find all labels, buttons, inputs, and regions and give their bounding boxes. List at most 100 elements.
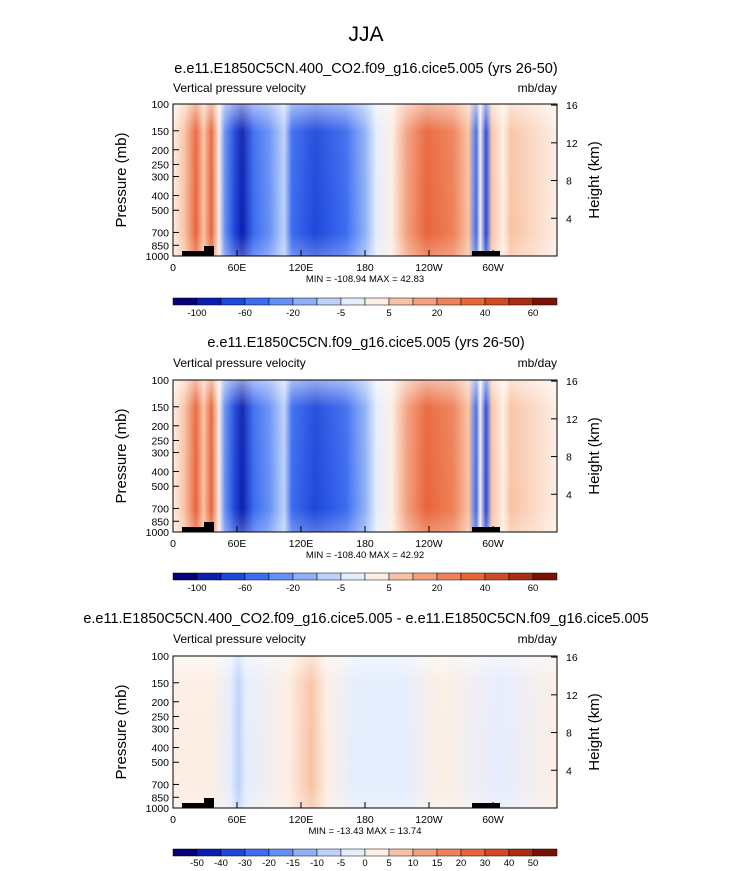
colorbar-box	[388, 848, 414, 857]
min-max-label: MIN = -108.94 MAX = 42.83	[306, 274, 424, 285]
colorbar-box	[292, 572, 318, 581]
y-tick-label: 700	[151, 779, 169, 791]
colorbar-box	[508, 297, 534, 306]
x-tick-label: 180	[356, 262, 374, 274]
panel-title: e.e11.E1850C5CN.400_CO2.f09_g16.cice5.00…	[174, 61, 557, 77]
panel-2: e.e11.E1850C5CN.f09_g16.cice5.005 (yrs 2…	[113, 335, 603, 594]
colorbar-box	[436, 572, 462, 581]
y-tick-label: 1000	[146, 251, 170, 263]
colorbar-label: 0	[362, 858, 367, 869]
colorbar-label: -60	[238, 308, 252, 319]
colorbar-label: 20	[432, 308, 443, 319]
y-tick-label: 850	[151, 516, 169, 528]
y-tick-label: 300	[151, 724, 169, 736]
colorbar-box	[484, 297, 510, 306]
y-tick-label: 150	[151, 126, 169, 138]
colorbar-box	[244, 848, 270, 857]
colorbar-label: -15	[286, 858, 300, 869]
x-tick-label: 0	[170, 814, 176, 826]
colorbar-label: -100	[187, 308, 206, 319]
colorbar-box	[532, 297, 558, 306]
colorbar-box	[196, 848, 222, 857]
colorbar-box	[412, 297, 438, 306]
colorbar-box	[244, 297, 270, 306]
panel-3: e.e11.E1850C5CN.400_CO2.f09_g16.cice5.00…	[83, 611, 648, 869]
colorbar-box	[460, 572, 486, 581]
variable-label: Vertical pressure velocity	[173, 81, 306, 95]
panel-title: e.e11.E1850C5CN.f09_g16.cice5.005 (yrs 2…	[207, 335, 524, 351]
topography-block	[196, 527, 210, 532]
field-shading	[173, 104, 557, 256]
colorbar-label: 5	[386, 858, 391, 869]
colorbar-label: 10	[408, 858, 419, 869]
topography-block	[472, 251, 500, 256]
height-tick-label: 16	[566, 100, 578, 112]
height-tick-label: 16	[566, 376, 578, 388]
field-shading	[173, 656, 557, 808]
height-axis-label: Height (km)	[586, 693, 603, 771]
y-tick-label: 200	[151, 697, 169, 709]
colorbar-label: -10	[310, 858, 324, 869]
colorbar-box	[436, 297, 462, 306]
colorbar-box	[388, 572, 414, 581]
colorbar-box	[268, 848, 294, 857]
y-tick-label: 500	[151, 757, 169, 769]
colorbar-box	[340, 572, 366, 581]
colorbar-box	[364, 297, 390, 306]
x-tick-label: 60W	[482, 538, 504, 550]
colorbar-box	[292, 848, 318, 857]
y-tick-label: 300	[151, 448, 169, 460]
y-tick-label: 100	[151, 375, 169, 387]
colorbar-label: -50	[190, 858, 204, 869]
colorbar-label: 40	[480, 308, 491, 319]
field-shading	[173, 380, 557, 532]
variable-label: Vertical pressure velocity	[173, 356, 306, 370]
min-max-label: MIN = -108.40 MAX = 42.92	[306, 550, 424, 561]
height-tick-label: 12	[566, 690, 578, 702]
y-tick-label: 400	[151, 743, 169, 755]
x-tick-label: 60E	[228, 262, 247, 274]
height-tick-label: 4	[566, 213, 572, 225]
colorbar-box	[436, 848, 462, 857]
colorbar-box	[268, 297, 294, 306]
y-tick-label: 400	[151, 467, 169, 479]
colorbar-box	[268, 572, 294, 581]
x-tick-label: 60W	[482, 814, 504, 826]
units-label: mb/day	[518, 81, 557, 95]
topography-block	[196, 251, 210, 256]
topography-block	[472, 803, 500, 808]
topography-block	[472, 527, 500, 532]
colorbar-box	[532, 572, 558, 581]
x-tick-label: 120E	[289, 538, 314, 550]
y-tick-label: 100	[151, 99, 169, 111]
colorbar-box	[220, 848, 246, 857]
y-tick-label: 300	[151, 172, 169, 184]
y-tick-label: 200	[151, 421, 169, 433]
colorbar-box	[388, 297, 414, 306]
colorbar-box	[244, 572, 270, 581]
colorbar-box	[460, 297, 486, 306]
height-tick-label: 8	[566, 176, 572, 188]
x-tick-label: 120W	[415, 538, 443, 550]
colorbar-label: 5	[386, 308, 391, 319]
colorbar-box	[484, 848, 510, 857]
topography-block	[204, 798, 214, 808]
y-tick-label: 100	[151, 651, 169, 663]
colorbar-box	[316, 848, 342, 857]
units-label: mb/day	[518, 356, 557, 370]
panel-1: e.e11.E1850C5CN.400_CO2.f09_g16.cice5.00…	[113, 61, 603, 319]
colorbar-box	[220, 572, 246, 581]
colorbar-label: -40	[214, 858, 228, 869]
colorbar-box	[412, 572, 438, 581]
x-tick-label: 0	[170, 262, 176, 274]
panel-title: e.e11.E1850C5CN.400_CO2.f09_g16.cice5.00…	[83, 611, 648, 627]
colorbar-box	[340, 848, 366, 857]
y-tick-label: 500	[151, 481, 169, 493]
colorbar-box	[172, 848, 198, 857]
colorbar-label: 40	[504, 858, 515, 869]
colorbar-label: 50	[528, 858, 539, 869]
colorbar-label: 20	[456, 858, 467, 869]
colorbar-box	[172, 572, 198, 581]
y-tick-label: 700	[151, 503, 169, 515]
